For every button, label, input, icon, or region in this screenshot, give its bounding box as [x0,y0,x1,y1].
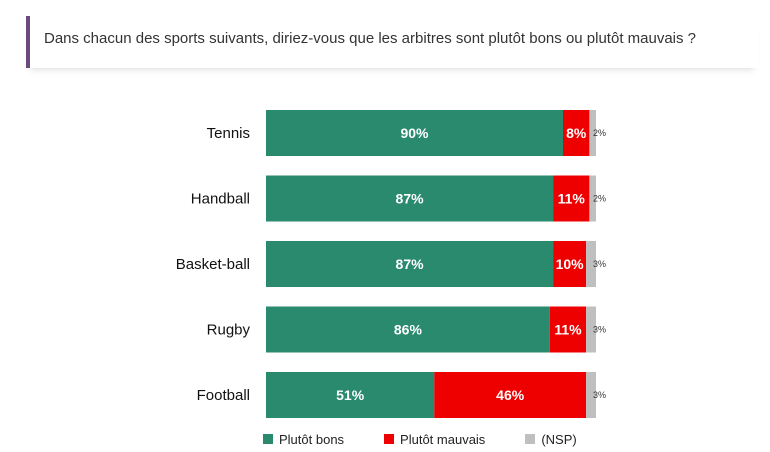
value-label-bons-rugby: 86% [394,322,423,338]
value-label-nsp-handball: 2% [593,194,606,204]
value-label-nsp-football: 3% [593,390,606,400]
value-label-bons-football: 51% [336,387,365,403]
bar-mauvais-rugby [549,306,587,353]
category-label-tennis: Tennis [207,125,250,142]
question-header: Dans chacun des sports suivants, diriez-… [26,16,758,68]
category-label-handball: Handball [191,191,250,208]
legend-label-nsp: (NSP) [541,431,577,447]
value-label-bons-handball: 87% [396,191,425,207]
legend-label-bons: Plutôt bons [279,431,345,447]
value-label-nsp-basket-ball: 3% [593,259,606,269]
value-label-nsp-tennis: 2% [593,128,606,138]
category-label-rugby: Rugby [207,322,251,339]
legend-label-mauvais: Plutôt mauvais [400,431,486,447]
legend-swatch-bons [263,434,273,444]
legend-swatch-nsp [525,434,536,444]
bar-bons-tennis [266,110,563,156]
value-label-mauvais-handball: 11% [558,191,586,207]
legend-item-mauvais: Plutôt mauvais [384,432,485,447]
value-label-mauvais-football: 46% [496,387,525,403]
legend: Plutôt bons Plutôt mauvais (NSP) [263,430,617,448]
bar-bons-handball [266,175,554,222]
bar-nsp-tennis [589,110,596,156]
bar-bons-football [266,372,435,418]
category-label-football: Football [197,387,250,404]
value-label-mauvais-rugby: 11% [554,322,582,338]
bar-bons-rugby [266,306,550,353]
legend-item-nsp: (NSP) [525,431,577,447]
bar-nsp-football [586,372,596,418]
bar-bons-basket-ball [266,241,554,287]
question-text: Dans chacun des sports suivants, diriez-… [44,30,697,47]
value-label-bons-basket-ball: 87% [396,256,425,272]
legend-item-bons: Plutôt bons [263,432,344,447]
value-label-bons-tennis: 90% [400,125,429,141]
bar-mauvais-football [434,372,587,418]
bar-mauvais-handball [553,175,590,222]
value-label-mauvais-basket-ball: 10% [556,256,585,272]
category-label-basket-ball: Basket-ball [176,256,250,273]
bar-mauvais-tennis [563,110,590,156]
legend-swatch-mauvais [384,434,395,444]
bar-nsp-handball [589,175,596,222]
bar-nsp-rugby [586,306,596,353]
bar-mauvais-basket-ball [553,241,587,287]
value-label-nsp-rugby: 3% [593,325,606,335]
value-label-mauvais-tennis: 8% [566,125,587,141]
bar-nsp-basket-ball [586,241,596,287]
